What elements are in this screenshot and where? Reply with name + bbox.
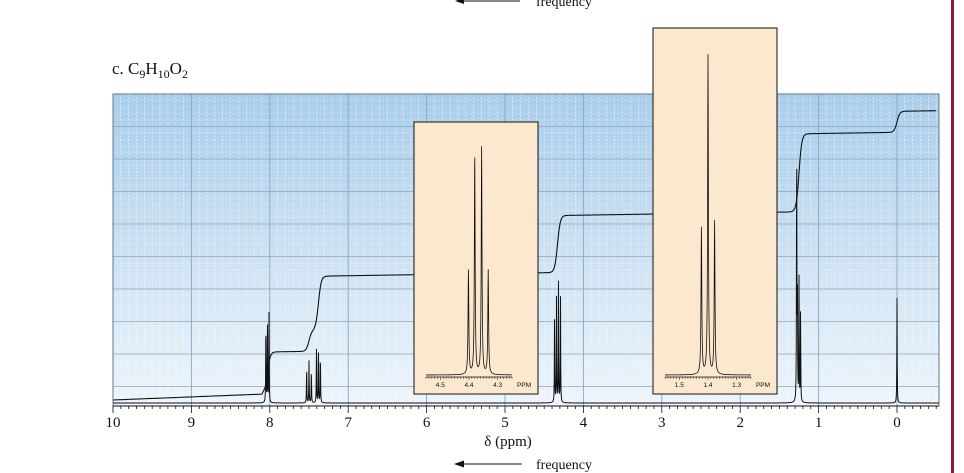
inset-frame [652,27,778,395]
x-tick-label-7: 7 [344,415,352,431]
top-frequency-label: frequency [536,0,592,10]
bottom-frequency-arrow-head [454,460,464,468]
spectrum-trace [113,168,939,404]
insets: 4.5 4.4 4.3 PPM 1.5 1.4 1.3 PPM [413,27,778,395]
x-axis-label: δ (ppm) [484,434,531,450]
x-tick-label-5: 5 [501,415,509,431]
inset-tick-label: 1.3 [732,382,741,389]
panel-label: c. C9H10O2 [112,59,188,81]
inset-tick-label: 4.3 [493,382,502,389]
x-tick-label-2: 2 [736,415,744,431]
top-frequency-arrow-head [455,0,464,4]
inset-triplet: 1.5 1.4 1.3 PPM [652,27,778,395]
x-tick-label-3: 3 [658,415,666,431]
integral-curve [112,110,937,401]
x-tick-label-9: 9 [188,415,196,431]
bottom-frequency-label: frequency [536,458,592,473]
inset-unit-label: PPM [517,382,531,389]
x-axis: 10 9 8 7 6 5 4 3 2 1 0 [106,405,939,431]
inset-tick-label: 1.4 [703,382,712,389]
inset-trace [426,146,512,376]
inset-tick-label: 4.4 [464,382,473,389]
inset-quartet: 4.5 4.4 4.3 PPM [413,121,539,395]
x-tick-label-0: 0 [893,415,901,431]
bottom-frequency-caption: frequency [454,458,592,473]
formula-element: O [170,59,182,78]
formula-subscript: 10 [158,67,170,81]
formula-subscript: 9 [139,67,145,81]
formula-element: H [145,59,157,78]
x-tick-label-8: 8 [266,415,274,431]
formula-element: C [128,59,139,78]
top-frequency-caption: frequency [455,0,592,10]
inset-tick-label: 4.5 [436,382,445,389]
x-tick-label-6: 6 [423,415,431,431]
x-tick-label-1: 1 [815,415,823,431]
page-edge-rule [951,0,954,473]
inset-tick-label: 1.5 [675,382,684,389]
integral-line [112,110,937,401]
panel-label-prefix: c. [112,59,128,78]
inset-trace [665,54,751,376]
x-tick-label-4: 4 [580,415,588,431]
x-tick-label-10: 10 [106,415,121,431]
formula-subscript: 2 [182,67,188,81]
spectrum-line [113,168,939,404]
inset-unit-label: PPM [756,382,770,389]
